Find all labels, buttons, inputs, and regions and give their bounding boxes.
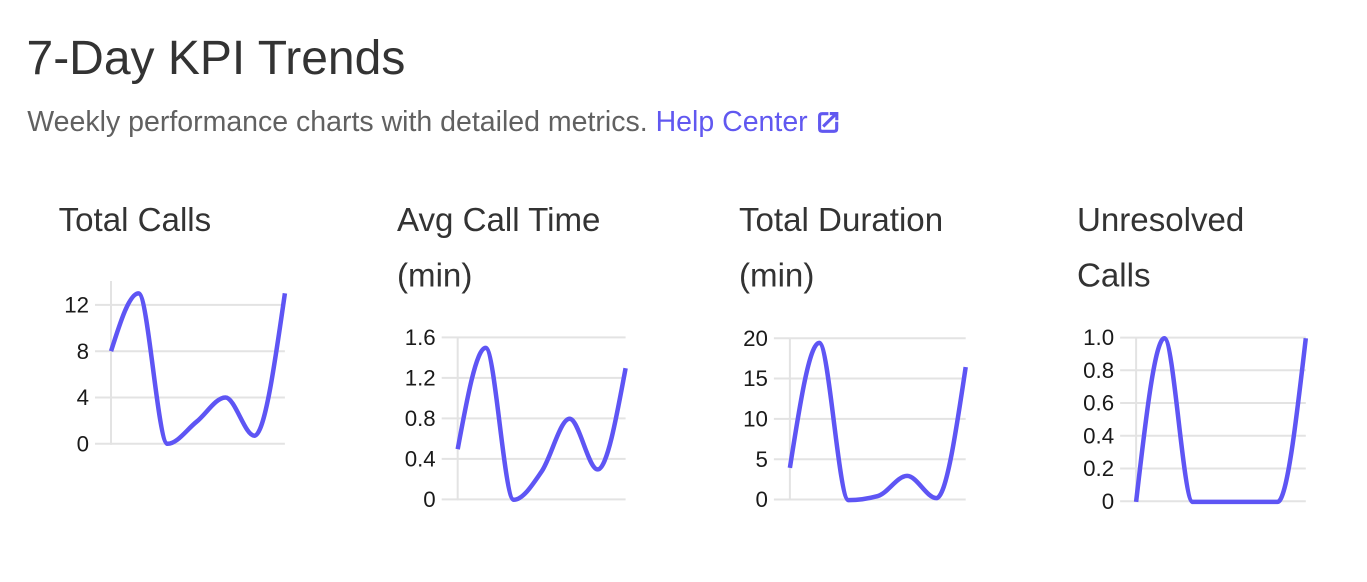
svg-text:1.6: 1.6 xyxy=(405,325,436,350)
svg-text:0: 0 xyxy=(1102,489,1114,514)
svg-text:0.4: 0.4 xyxy=(1083,423,1114,448)
svg-text:5: 5 xyxy=(755,447,767,472)
svg-text:0.4: 0.4 xyxy=(405,447,436,472)
svg-text:7-Day KPI Trends: 7-Day KPI Trends xyxy=(27,32,406,85)
svg-text:1.2: 1.2 xyxy=(405,366,436,391)
svg-text:15: 15 xyxy=(743,366,768,391)
svg-text:0: 0 xyxy=(423,487,435,512)
svg-text:1.0: 1.0 xyxy=(1083,325,1114,350)
svg-text:0.8: 0.8 xyxy=(1083,358,1114,383)
svg-text:Unresolved: Unresolved xyxy=(1077,202,1244,239)
svg-text:Total Calls: Total Calls xyxy=(59,202,212,239)
svg-text:12: 12 xyxy=(64,293,89,318)
svg-text:10: 10 xyxy=(743,407,768,432)
svg-text:20: 20 xyxy=(743,326,768,351)
svg-text:Total Duration: Total Duration xyxy=(739,202,943,239)
svg-text:0.8: 0.8 xyxy=(405,406,436,431)
svg-text:Avg Call Time: Avg Call Time xyxy=(397,202,600,239)
svg-text:Calls: Calls xyxy=(1077,258,1151,295)
svg-text:0.2: 0.2 xyxy=(1083,456,1114,481)
svg-text:0.6: 0.6 xyxy=(1083,391,1114,416)
svg-text:0: 0 xyxy=(77,431,89,456)
svg-text:(min): (min) xyxy=(397,258,472,295)
svg-text:(min): (min) xyxy=(739,258,814,295)
svg-text:Weekly performance charts with: Weekly performance charts with detailed … xyxy=(27,106,808,138)
svg-text:0: 0 xyxy=(755,487,767,512)
svg-text:4: 4 xyxy=(77,385,89,410)
svg-text:8: 8 xyxy=(77,339,89,364)
